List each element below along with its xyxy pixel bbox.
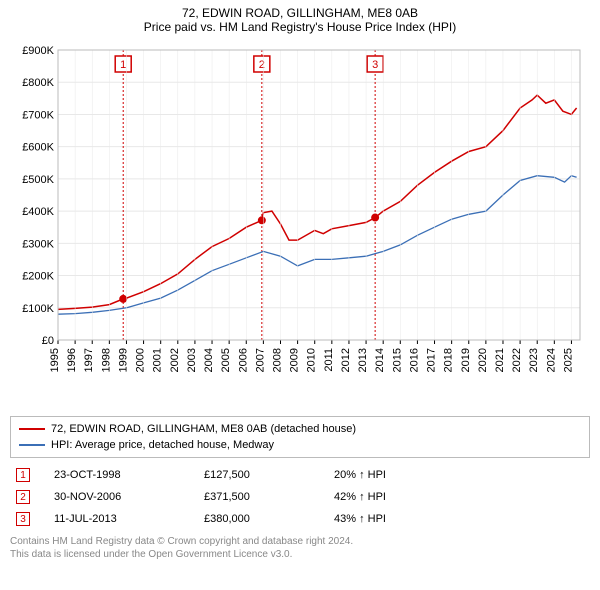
xtick-label: 2019 <box>460 348 472 372</box>
footer-line1: Contains HM Land Registry data © Crown c… <box>10 536 590 549</box>
sale-marker-1: 1 <box>16 468 30 482</box>
marker-num-2: 2 <box>259 59 265 71</box>
xtick-label: 2008 <box>271 348 283 372</box>
sales-table: 1 23-OCT-1998£127,50020% ↑ HPI 2 30-NOV-200… <box>10 464 590 530</box>
legend-label: HPI: Average price, detached house, Medw… <box>51 439 274 451</box>
xtick-label: 2004 <box>203 348 215 372</box>
legend-label: 72, EDWIN ROAD, GILLINGHAM, ME8 0AB (det… <box>51 423 356 435</box>
marker-num-1: 1 <box>120 59 126 71</box>
sale-marker-3: 3 <box>16 512 30 526</box>
sale-price: £127,500 <box>204 469 334 481</box>
xtick-label: 2024 <box>545 348 557 372</box>
title-subtitle: Price paid vs. HM Land Registry's House … <box>10 20 590 34</box>
sale-delta: 42% ↑ HPI <box>334 491 454 503</box>
sale-price: £380,000 <box>204 513 334 525</box>
sale-price: £371,500 <box>204 491 334 503</box>
xtick-label: 2003 <box>186 348 198 372</box>
xtick-label: 2002 <box>169 348 181 372</box>
xtick-label: 2010 <box>306 348 318 372</box>
xtick-label: 2021 <box>494 348 506 372</box>
sale-row-2: 2 30-NOV-2006£371,50042% ↑ HPI <box>10 486 590 508</box>
marker-num-3: 3 <box>372 59 378 71</box>
sale-dot-3 <box>371 214 379 222</box>
ytick-label: £100K <box>22 303 54 315</box>
legend-row-1: HPI: Average price, detached house, Medw… <box>19 437 581 453</box>
xtick-label: 2006 <box>237 348 249 372</box>
sale-date: 23-OCT-1998 <box>54 469 204 481</box>
xtick-label: 2011 <box>323 348 335 372</box>
chart-area: £0 £100K £200K £300K £400K £500K £600K £700K £80… <box>10 40 590 410</box>
xtick-label: 1996 <box>66 348 78 372</box>
footer: Contains HM Land Registry data © Crown c… <box>10 536 590 561</box>
ytick-label: £400K <box>22 206 54 218</box>
xtick-label: 2013 <box>357 348 369 372</box>
sale-date: 11-JUL-2013 <box>54 513 204 525</box>
xtick-label: 2025 <box>562 348 574 372</box>
xtick-label: 2005 <box>220 348 232 372</box>
sale-marker-2: 2 <box>16 490 30 504</box>
ytick-label: £500K <box>22 174 54 186</box>
xtick-label: 1995 <box>49 348 61 372</box>
ytick-label: £300K <box>22 238 54 250</box>
title-address: 72, EDWIN ROAD, GILLINGHAM, ME8 0AB <box>10 6 590 20</box>
ytick-label: £200K <box>22 271 54 283</box>
xtick-label: 2023 <box>528 348 540 372</box>
ytick-label: £600K <box>22 142 54 154</box>
footer-line2: This data is licensed under the Open Gov… <box>10 549 590 562</box>
xtick-label: 1998 <box>100 348 112 372</box>
ytick-label: £900K <box>22 45 54 57</box>
xtick-label: 1999 <box>117 348 129 372</box>
ytick-label: £800K <box>22 77 54 89</box>
ytick-label: £0 <box>42 335 54 347</box>
xtick-label: 2012 <box>340 348 352 372</box>
sale-row-1: 1 23-OCT-1998£127,50020% ↑ HPI <box>10 464 590 486</box>
xtick-label: 2016 <box>408 348 420 372</box>
plot-bg <box>58 50 580 340</box>
sale-delta: 20% ↑ HPI <box>334 469 454 481</box>
xtick-label: 2018 <box>443 348 455 372</box>
legend-row-0: 72, EDWIN ROAD, GILLINGHAM, ME8 0AB (det… <box>19 421 581 437</box>
xtick-label: 2000 <box>135 348 147 372</box>
xtick-label: 1997 <box>83 348 95 372</box>
xtick-label: 2001 <box>152 348 164 372</box>
xtick-label: 2014 <box>374 348 386 372</box>
chart-svg: £0 £100K £200K £300K £400K £500K £600K £700K £80… <box>10 40 590 410</box>
sale-delta: 43% ↑ HPI <box>334 513 454 525</box>
sale-row-3: 3 11-JUL-2013£380,00043% ↑ HPI <box>10 508 590 530</box>
xtick-label: 2009 <box>289 348 301 372</box>
page-container: 72, EDWIN ROAD, GILLINGHAM, ME8 0AB Pric… <box>0 0 600 565</box>
sale-dot-2 <box>258 216 266 224</box>
title-block: 72, EDWIN ROAD, GILLINGHAM, ME8 0AB Pric… <box>10 6 590 34</box>
sale-dot-1 <box>119 295 127 303</box>
xtick-label: 2022 <box>511 348 523 372</box>
xtick-label: 2020 <box>477 348 489 372</box>
xtick-label: 2007 <box>254 348 266 372</box>
xtick-label: 2015 <box>391 348 403 372</box>
ytick-label: £700K <box>22 109 54 121</box>
legend-swatch <box>19 444 45 446</box>
xtick-label: 2017 <box>426 348 438 372</box>
legend-box: 72, EDWIN ROAD, GILLINGHAM, ME8 0AB (det… <box>10 416 590 458</box>
sale-date: 30-NOV-2006 <box>54 491 204 503</box>
legend-swatch <box>19 428 45 430</box>
